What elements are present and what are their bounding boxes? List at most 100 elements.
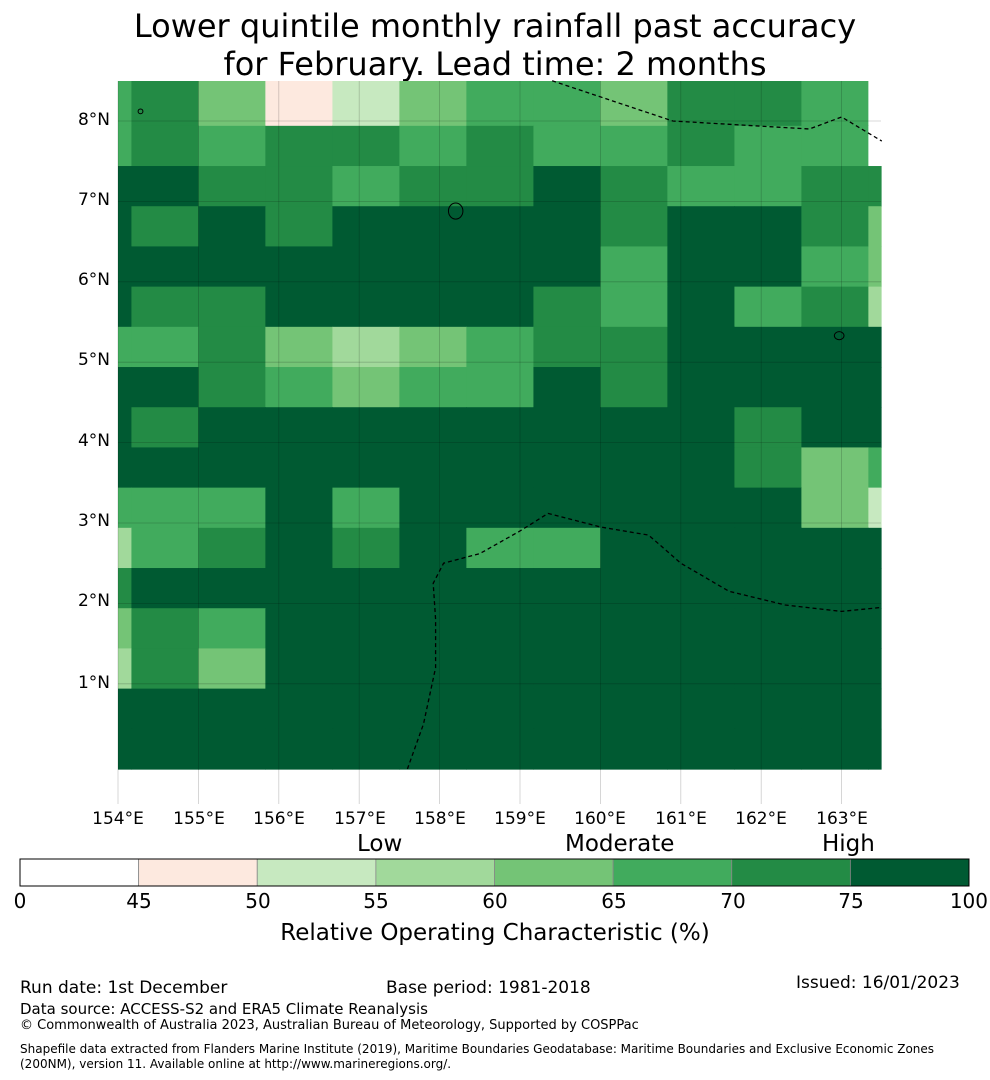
grid-cell <box>131 487 199 529</box>
islands <box>137 108 845 341</box>
grid-cell <box>399 286 467 328</box>
grid-cell <box>466 487 535 529</box>
island-outline <box>137 108 144 115</box>
grid-cell <box>600 286 668 328</box>
lon-label-161E: 161°E <box>655 809 707 829</box>
colorbar-segment <box>19 858 140 887</box>
grid-cell <box>801 568 869 609</box>
grid-cell <box>466 81 535 127</box>
grid-cell <box>265 81 334 127</box>
grid-cell <box>399 608 467 650</box>
grid-cell <box>466 246 535 288</box>
grid-cell <box>734 527 802 569</box>
shapefile-credit-line1: Shapefile data extracted from Flanders M… <box>20 1042 935 1056</box>
grid-cell <box>533 688 601 730</box>
grid-cell <box>667 166 736 207</box>
colorbar-tick-75: 75 <box>838 889 864 913</box>
grid-cell <box>600 206 668 248</box>
grid-cell <box>868 125 882 167</box>
grid-cell <box>131 246 199 288</box>
level-low: Low <box>357 831 403 857</box>
grid-cell <box>533 367 601 408</box>
grid-cell <box>118 125 133 167</box>
grid-cell <box>734 246 802 288</box>
grid-cell <box>332 608 400 650</box>
grid-cell <box>466 447 535 489</box>
grid-cell <box>265 246 334 288</box>
grid-cell <box>734 326 802 368</box>
grid-cell <box>332 246 400 288</box>
grid-cell <box>265 125 334 167</box>
grid-cell <box>399 648 467 690</box>
level-high: High <box>822 831 875 857</box>
grid-cell <box>265 166 334 207</box>
grid-cell <box>466 206 535 248</box>
lon-label-155E: 155°E <box>173 809 225 829</box>
grid-cell <box>600 527 668 569</box>
grid-cell <box>466 125 535 167</box>
eez-boundary-line <box>551 80 883 142</box>
grid-cell <box>118 166 133 207</box>
grid-cell <box>667 81 736 127</box>
grid-cell <box>265 688 334 730</box>
grid-cell <box>801 246 869 288</box>
colorbar-tick-100: 100 <box>949 889 988 913</box>
grid-cell <box>801 728 869 770</box>
grid-cell <box>332 407 400 449</box>
lat-label-3N: 3°N <box>77 511 110 531</box>
grid-cell <box>801 407 869 449</box>
colorbar <box>19 858 970 887</box>
grid-cell <box>265 407 334 449</box>
grid-cell <box>265 487 334 529</box>
grid-cell <box>801 688 869 730</box>
grid-cell <box>131 286 199 328</box>
grid-cell <box>198 286 266 328</box>
grid-cell <box>131 81 199 127</box>
lon-label-163E: 163°E <box>816 809 868 829</box>
grid-cell <box>667 125 736 167</box>
grid-cell <box>198 326 266 368</box>
grid-cell <box>868 326 882 368</box>
grid-cell <box>801 487 869 529</box>
grid-cell <box>131 608 199 650</box>
grid-cell <box>600 447 668 489</box>
grid-cell <box>600 568 668 609</box>
grid-cell <box>533 286 601 328</box>
grid-cell <box>667 447 736 489</box>
grid-cell <box>118 608 133 650</box>
grid-cell <box>533 608 601 650</box>
grid-cell <box>198 688 266 730</box>
grid-cell <box>399 487 467 529</box>
grid-cell <box>399 447 467 489</box>
accuracy-grid <box>118 81 882 770</box>
grid-cell <box>600 728 668 770</box>
grid-cell <box>131 728 199 770</box>
grid-cell <box>734 447 802 489</box>
colorbar-segment <box>494 858 614 887</box>
grid-cell <box>667 608 736 650</box>
grid-cell <box>198 527 266 569</box>
grid-cell <box>533 81 601 127</box>
grid-cell <box>868 166 882 207</box>
colorbar-tick-70: 70 <box>720 889 746 913</box>
island-outline <box>447 202 464 220</box>
grid-cell <box>600 407 668 449</box>
grid-cell <box>868 648 882 690</box>
grid-cell <box>265 527 334 569</box>
grid-cell <box>868 286 882 328</box>
grid-cell <box>131 206 199 248</box>
grid-cell <box>533 648 601 690</box>
grid-cell <box>332 367 400 408</box>
grid-cell <box>466 407 535 449</box>
grid-cell <box>801 206 869 248</box>
grid-cell <box>198 125 266 167</box>
grid-cell <box>399 206 467 248</box>
grid-cell <box>734 206 802 248</box>
grid-cell <box>734 487 802 529</box>
grid-cell <box>131 367 199 408</box>
grid-cell <box>801 286 869 328</box>
grid-cell <box>801 648 869 690</box>
grid-cell <box>734 648 802 690</box>
grid-cell <box>667 487 736 529</box>
